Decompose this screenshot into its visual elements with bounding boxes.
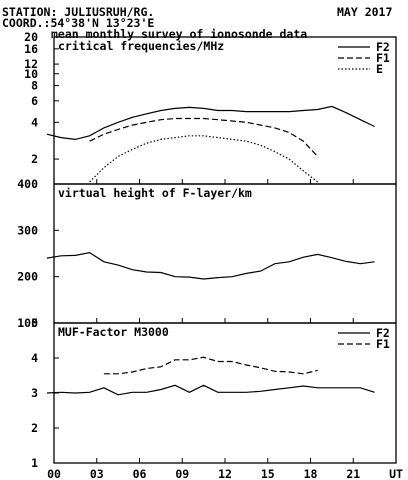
legend-label: E [376, 62, 383, 76]
panel-title: virtual height of F-layer/km [58, 186, 252, 200]
panel-frame [53, 183, 397, 324]
coordinates-label: COORD.:54°38'N 13°23'E [2, 16, 155, 30]
y-tick-label: 20 [24, 30, 38, 44]
series-line [46, 384, 375, 396]
panel-title: critical frequencies/MHz [58, 39, 224, 53]
x-tick-label: 12 [218, 467, 232, 480]
y-tick-label: 16 [24, 42, 38, 56]
y-tick-label: 300 [17, 223, 38, 237]
legend-label: F2 [376, 326, 390, 340]
panel-title: MUF-Factor M3000 [58, 325, 169, 339]
station-label: STATION: JULIUSRUH/RG. [2, 5, 155, 19]
series-line [89, 135, 318, 183]
legend-label: F2 [376, 40, 390, 54]
legend-label: F1 [376, 337, 390, 351]
y-tick-label: 3 [31, 386, 38, 400]
legend-label: F1 [376, 51, 390, 65]
y-tick-label: 1 [31, 456, 38, 470]
y-tick-label: 4 [31, 115, 38, 129]
panel-frame [53, 322, 397, 464]
series-line [46, 105, 375, 141]
y-tick-label: 6 [31, 94, 38, 108]
y-tick-label: 10 [24, 67, 38, 81]
y-tick-label: 4 [31, 351, 38, 365]
x-tick-label: 06 [133, 467, 147, 480]
y-tick-label: 200 [17, 270, 38, 284]
x-tick-label: UT [389, 467, 403, 480]
series-line [89, 117, 319, 157]
x-tick-label: 18 [304, 467, 318, 480]
date-label: MAY 2017 [337, 5, 393, 19]
y-tick-label: 8 [31, 79, 38, 93]
y-tick-label: 12 [24, 57, 38, 71]
series-line [103, 356, 318, 375]
y-tick-label: 2 [31, 421, 38, 435]
y-tick-label: 400 [17, 177, 38, 191]
y-tick-label: 2 [31, 152, 38, 166]
series-line [46, 251, 375, 280]
y-tick-label: 100 [17, 316, 38, 330]
x-tick-label: 09 [175, 467, 189, 480]
y-tick-label: 5 [31, 316, 38, 330]
x-tick-label: 00 [47, 467, 61, 480]
x-tick-label: 15 [261, 467, 275, 480]
x-tick-label: 21 [346, 467, 360, 480]
x-tick-label: 03 [90, 467, 104, 480]
